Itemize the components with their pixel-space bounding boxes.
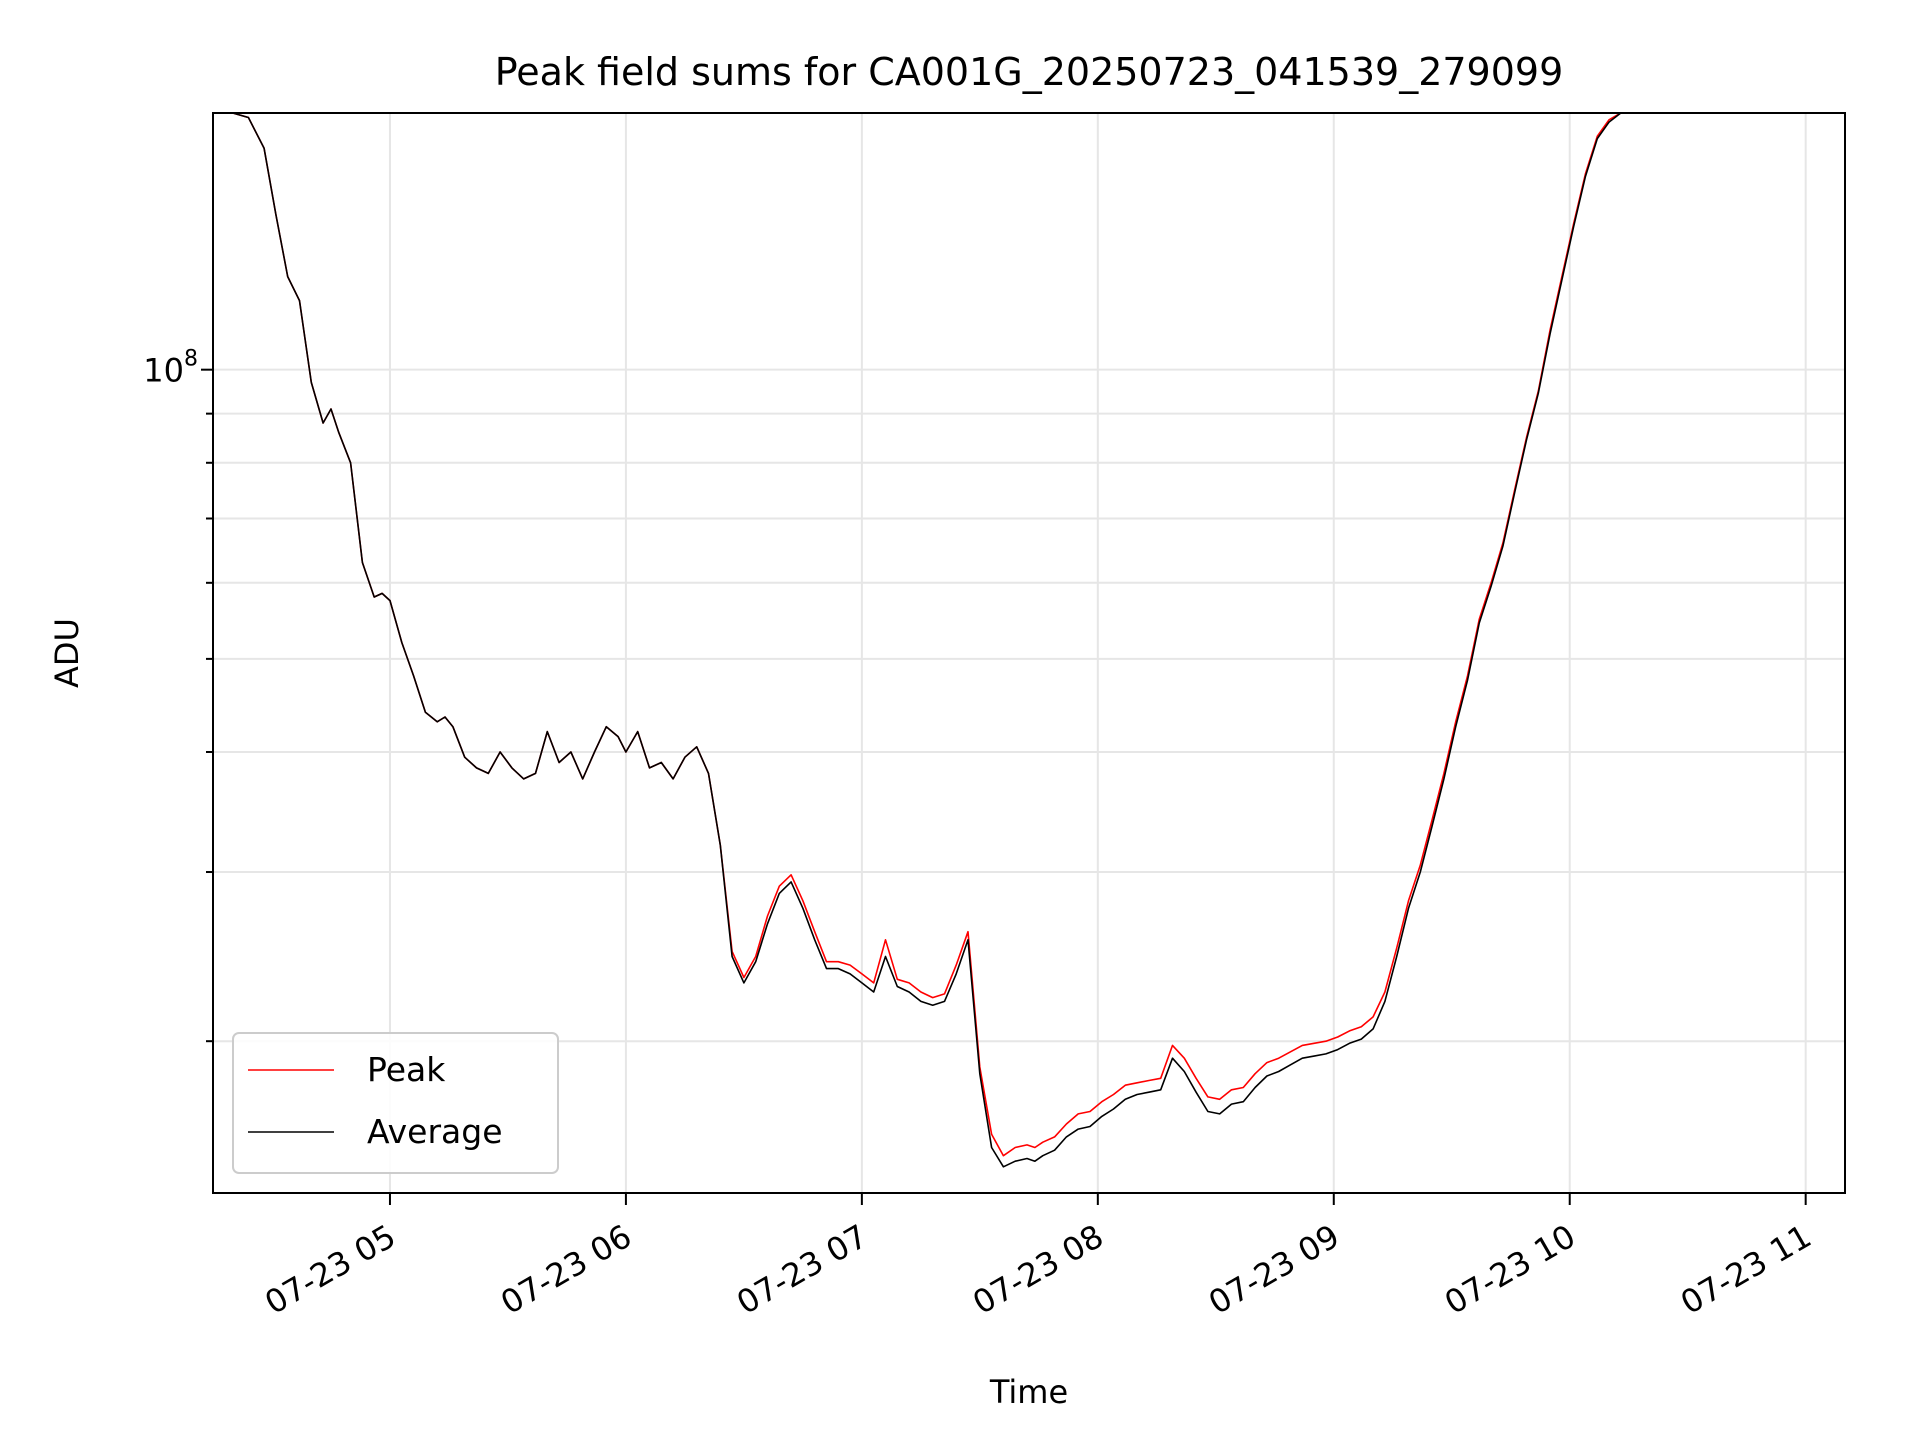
- plot-frame: [212, 112, 1846, 1194]
- grid: [213, 113, 1845, 1193]
- y-axis-label: ADU: [48, 618, 86, 688]
- legend-box: [232, 1032, 559, 1174]
- series-lines: [213, 112, 1830, 1168]
- series-line-average: [213, 112, 1830, 1168]
- x-axis-label: Time: [989, 1373, 1068, 1411]
- chart-title: Peak field sums for CA001G_20250723_0415…: [495, 50, 1564, 94]
- y-tick-label-1e8: 108: [143, 347, 198, 390]
- legend: Peak Average: [232, 1032, 559, 1174]
- y-tick-exponent: 8: [184, 347, 198, 372]
- y-tick-base: 10: [143, 352, 184, 390]
- legend-average-label: Average: [367, 1112, 503, 1151]
- legend-peak-label: Peak: [367, 1050, 446, 1089]
